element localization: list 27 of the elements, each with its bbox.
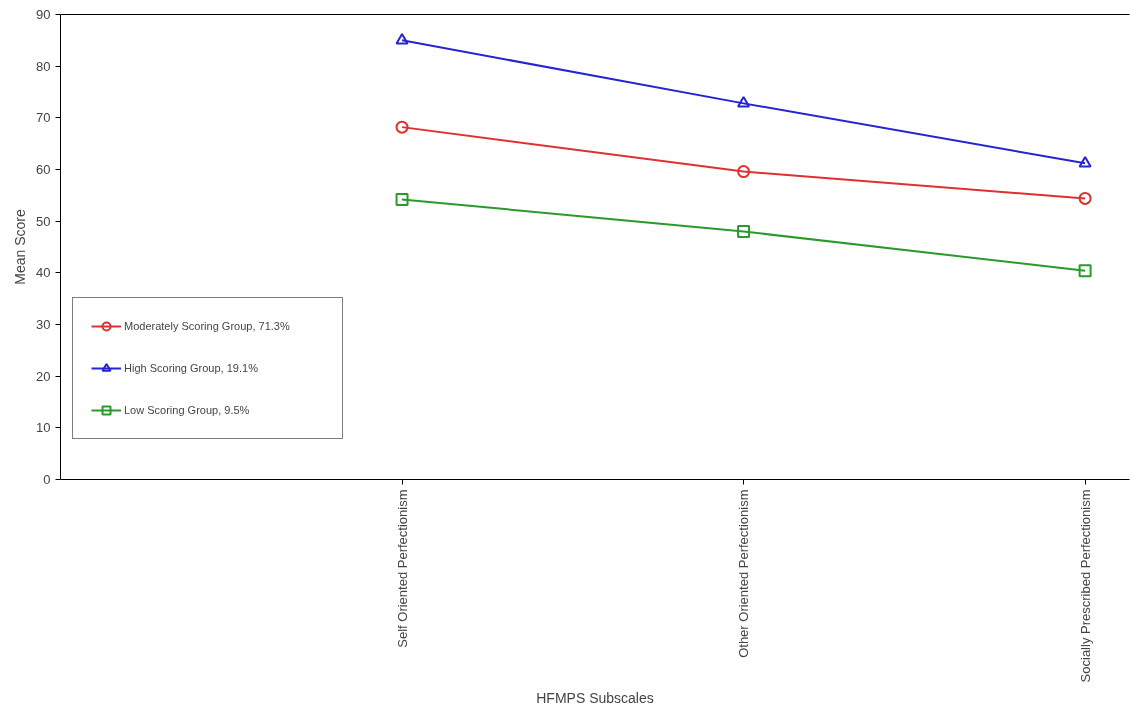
point xyxy=(1078,264,1092,278)
y-axis-title: Mean Score xyxy=(12,209,29,285)
point xyxy=(395,32,409,45)
point xyxy=(737,225,751,238)
x-tick-label: Self Oriented Perfectionism xyxy=(394,489,410,648)
y-tick-label: 70 xyxy=(36,110,51,126)
y-tick-label: 90 xyxy=(36,7,51,22)
point xyxy=(395,192,409,206)
point xyxy=(1078,191,1092,205)
y-tick-label: 60 xyxy=(36,162,51,177)
point xyxy=(1078,155,1092,168)
x-tick-label: Other Oriented Perfectionism xyxy=(736,489,752,658)
point xyxy=(737,96,751,108)
point xyxy=(737,165,751,179)
legend-label: Low Scoring Group, 9.5% xyxy=(124,404,251,416)
x-tick-label: Socially Prescribed Perfectionism xyxy=(1077,489,1093,683)
y-tick-label: 40 xyxy=(36,265,51,281)
y-tick-label: 10 xyxy=(36,420,51,436)
y-tick-label: 0 xyxy=(43,472,51,487)
y-tick-label: 30 xyxy=(36,317,51,332)
legend-label: High Scoring Group, 19.1% xyxy=(124,362,259,374)
y-tick-label: 50 xyxy=(36,213,51,229)
legend-label: Moderately Scoring Group, 71.3% xyxy=(124,320,291,332)
y-tick-label: 20 xyxy=(36,368,51,384)
y-tick-label: 80 xyxy=(36,58,51,74)
point xyxy=(395,120,409,134)
x-axis-title: HFMPS Subscales xyxy=(536,690,654,707)
